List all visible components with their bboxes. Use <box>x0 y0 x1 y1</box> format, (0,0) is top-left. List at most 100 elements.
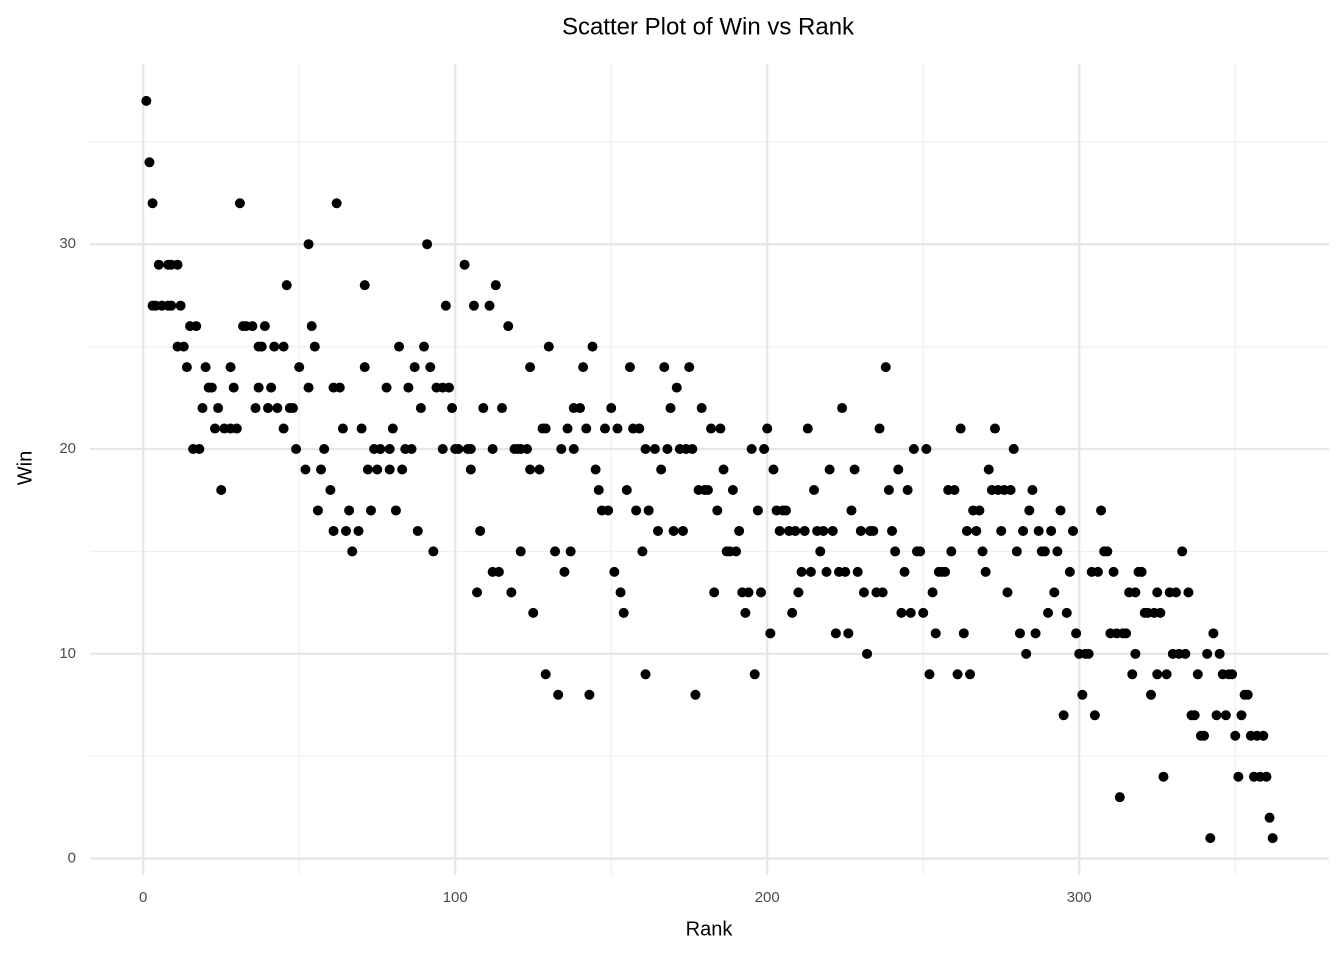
point <box>621 484 632 495</box>
point <box>656 464 667 475</box>
x-axis-title: Rank <box>686 918 734 940</box>
point <box>337 423 348 434</box>
point <box>1064 566 1075 577</box>
point <box>743 587 754 598</box>
point <box>843 628 854 639</box>
point <box>487 444 498 455</box>
point <box>287 403 298 414</box>
point <box>540 669 551 680</box>
point <box>278 423 289 434</box>
point <box>384 464 395 475</box>
point <box>940 566 951 577</box>
point <box>799 525 810 536</box>
y-tick-label: 20 <box>59 440 76 457</box>
point <box>1155 607 1166 618</box>
point <box>1127 669 1138 680</box>
point <box>1092 566 1103 577</box>
point <box>946 546 957 557</box>
point <box>634 423 645 434</box>
point <box>497 403 508 414</box>
point <box>858 587 869 598</box>
point <box>780 505 791 516</box>
point <box>197 403 208 414</box>
point <box>1233 771 1244 782</box>
point <box>837 403 848 414</box>
point <box>921 444 932 455</box>
point <box>924 669 935 680</box>
point <box>515 546 526 557</box>
point <box>1152 587 1163 598</box>
point <box>1055 505 1066 516</box>
point <box>755 587 766 598</box>
point <box>918 607 929 618</box>
point <box>331 198 342 209</box>
y-tick-label: 10 <box>59 645 76 662</box>
point <box>356 423 367 434</box>
point <box>727 484 738 495</box>
point <box>637 546 648 557</box>
point <box>593 484 604 495</box>
point <box>1049 587 1060 598</box>
point <box>359 280 370 291</box>
point <box>534 464 545 475</box>
point <box>1061 607 1072 618</box>
point <box>325 484 336 495</box>
point <box>927 587 938 598</box>
point <box>702 484 713 495</box>
point <box>1177 546 1188 557</box>
point <box>153 259 164 270</box>
point <box>587 341 598 352</box>
point <box>1205 833 1216 844</box>
point <box>465 464 476 475</box>
point <box>1170 587 1181 598</box>
point <box>1008 444 1019 455</box>
y-axis-title: Win <box>14 451 36 485</box>
point <box>590 464 601 475</box>
point <box>1108 566 1119 577</box>
point <box>503 321 514 332</box>
point <box>269 341 280 352</box>
point <box>615 587 626 598</box>
point <box>556 444 567 455</box>
point <box>1046 525 1057 536</box>
point <box>291 444 302 455</box>
point <box>247 321 258 332</box>
point <box>309 341 320 352</box>
point <box>1024 505 1035 516</box>
point <box>525 464 536 475</box>
point <box>181 362 192 373</box>
point <box>977 546 988 557</box>
point <box>961 525 972 536</box>
point <box>1236 710 1247 721</box>
point <box>412 525 423 536</box>
point <box>1264 812 1275 823</box>
x-tick-label: 200 <box>755 889 780 906</box>
point <box>228 382 239 393</box>
point <box>1018 525 1029 536</box>
point <box>905 607 916 618</box>
point <box>1096 505 1107 516</box>
point <box>415 403 426 414</box>
point <box>930 628 941 639</box>
point <box>709 587 720 598</box>
point <box>144 157 155 168</box>
point <box>381 382 392 393</box>
point <box>877 587 888 598</box>
point <box>640 444 651 455</box>
point <box>734 525 745 536</box>
point <box>603 505 614 516</box>
point <box>1189 710 1200 721</box>
point <box>472 587 483 598</box>
point <box>344 505 355 516</box>
point <box>1033 525 1044 536</box>
point <box>752 505 763 516</box>
point <box>387 423 398 434</box>
point <box>1211 710 1222 721</box>
point <box>253 382 264 393</box>
point <box>1102 546 1113 557</box>
point <box>1180 648 1191 659</box>
point <box>263 403 274 414</box>
point <box>712 505 723 516</box>
x-tick-label: 300 <box>1067 889 1092 906</box>
point <box>362 464 373 475</box>
